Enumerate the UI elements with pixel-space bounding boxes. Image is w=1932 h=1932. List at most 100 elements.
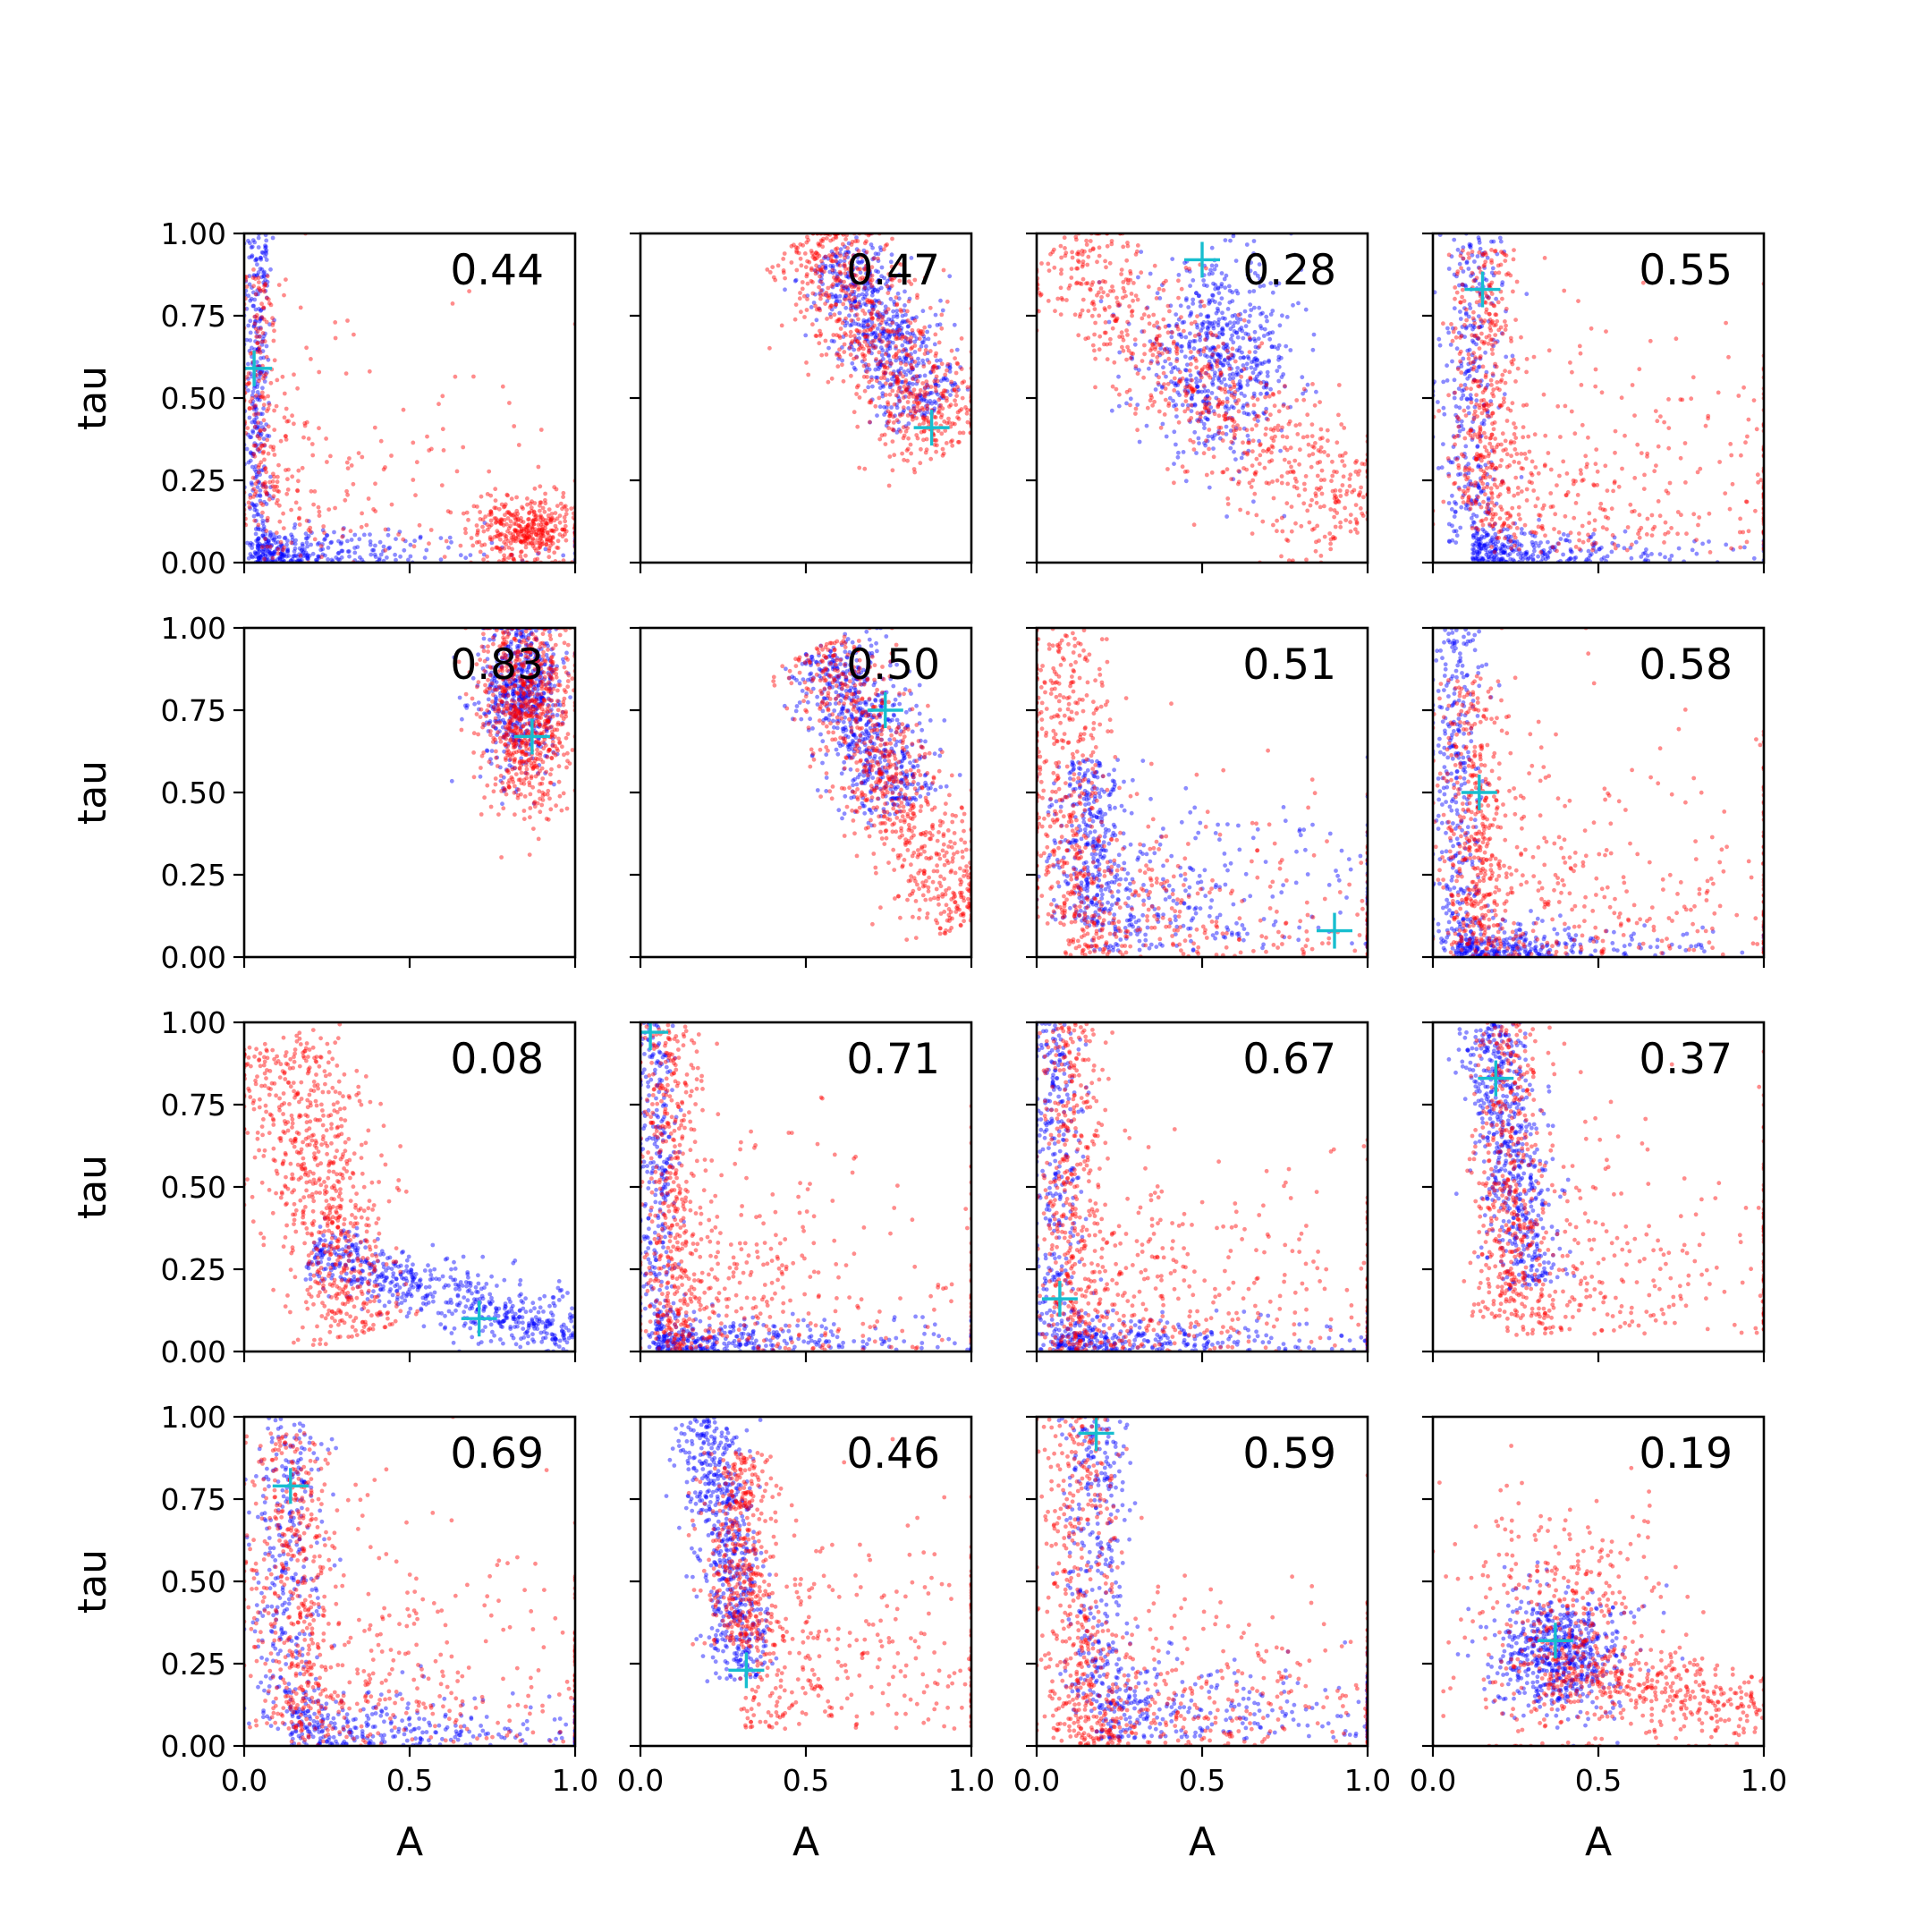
- point: [773, 277, 778, 283]
- point: [1255, 397, 1260, 402]
- point: [1275, 423, 1281, 428]
- point: [1499, 547, 1504, 552]
- point: [1128, 356, 1133, 360]
- point: [1174, 342, 1180, 346]
- point: [1486, 318, 1491, 324]
- point: [1726, 354, 1731, 360]
- point: [1250, 478, 1256, 483]
- point: [1568, 555, 1572, 561]
- point: [921, 417, 927, 422]
- point: [1496, 442, 1501, 447]
- point: [917, 336, 922, 342]
- point: [264, 258, 269, 262]
- point: [1110, 326, 1115, 331]
- point: [257, 462, 262, 468]
- point: [526, 530, 531, 536]
- point: [1088, 248, 1093, 253]
- point: [532, 546, 538, 551]
- point: [1225, 355, 1231, 360]
- point: [941, 267, 946, 273]
- point: [1478, 537, 1482, 542]
- point: [1128, 396, 1133, 402]
- point: [1461, 356, 1466, 361]
- point: [1272, 403, 1277, 409]
- point: [540, 505, 546, 511]
- y-tick-label: 0.50: [161, 381, 226, 416]
- point: [1479, 534, 1485, 539]
- point: [256, 465, 261, 470]
- point: [1194, 380, 1199, 386]
- point: [498, 521, 504, 526]
- point: [1492, 557, 1497, 563]
- point: [935, 323, 940, 327]
- point: [1235, 320, 1241, 325]
- point: [265, 433, 270, 438]
- point: [1266, 447, 1271, 452]
- point: [945, 368, 949, 373]
- point: [900, 343, 905, 348]
- point: [269, 552, 275, 557]
- point: [903, 348, 909, 353]
- point: [905, 400, 911, 404]
- point: [952, 381, 957, 386]
- point: [844, 284, 849, 290]
- point: [1508, 556, 1513, 562]
- point: [1595, 482, 1600, 487]
- point: [863, 250, 869, 256]
- point: [921, 334, 927, 339]
- point: [1237, 386, 1242, 390]
- point: [1165, 323, 1171, 328]
- point: [532, 486, 538, 491]
- point: [1532, 534, 1538, 538]
- point: [293, 553, 298, 558]
- point: [284, 277, 288, 282]
- point: [1472, 543, 1477, 548]
- point: [1196, 350, 1201, 354]
- point: [1153, 387, 1158, 392]
- point: [892, 300, 896, 304]
- point: [1456, 330, 1462, 335]
- point: [1450, 460, 1455, 465]
- point: [1463, 284, 1469, 289]
- point: [1616, 484, 1622, 489]
- point: [1499, 331, 1504, 335]
- point: [1486, 341, 1491, 346]
- point: [247, 415, 252, 420]
- series-red-points: [1037, 233, 1368, 563]
- point: [1498, 379, 1504, 385]
- point: [262, 269, 267, 275]
- point: [1461, 245, 1466, 250]
- point: [1174, 407, 1179, 412]
- point: [508, 523, 513, 529]
- point: [869, 301, 875, 306]
- point: [1126, 348, 1131, 353]
- point: [885, 284, 890, 289]
- point: [1134, 249, 1140, 254]
- point: [1133, 364, 1139, 369]
- point: [909, 256, 914, 260]
- point: [883, 393, 888, 397]
- point: [1510, 353, 1515, 359]
- point: [863, 302, 869, 308]
- point: [530, 536, 536, 541]
- point: [1148, 398, 1153, 403]
- point: [849, 258, 854, 263]
- point: [1327, 531, 1333, 536]
- point: [254, 407, 259, 411]
- point: [869, 284, 875, 288]
- point: [889, 405, 894, 410]
- point: [1265, 318, 1269, 324]
- point: [505, 538, 511, 544]
- point: [1516, 513, 1521, 517]
- point: [252, 347, 258, 352]
- point: [1206, 410, 1211, 415]
- point: [1306, 442, 1311, 447]
- point: [1478, 432, 1482, 437]
- point: [932, 363, 937, 369]
- point: [261, 317, 267, 322]
- point: [1261, 284, 1267, 288]
- point: [1075, 251, 1080, 257]
- point: [877, 404, 883, 410]
- point: [918, 393, 923, 398]
